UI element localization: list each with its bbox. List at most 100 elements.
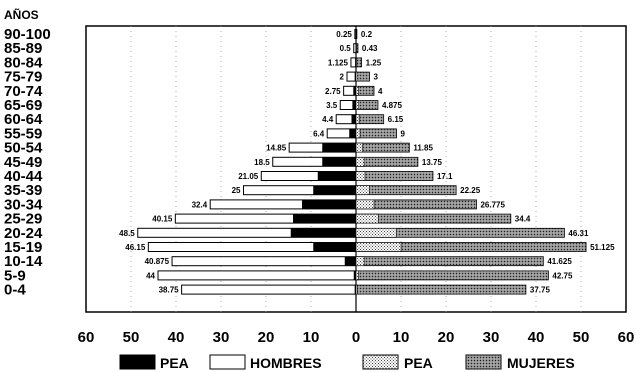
- y-axis-title: AÑOS: [4, 7, 39, 22]
- age-group-labels: 90-10085-8980-8475-7970-7465-6960-6455-5…: [4, 26, 51, 299]
- bar-pea-men: [313, 185, 356, 195]
- bar-pea-women: [355, 57, 358, 68]
- value-label-mujeres: 46.31: [568, 229, 589, 238]
- value-label-mujeres: 3: [374, 73, 379, 82]
- bar-mujeres: [355, 114, 385, 125]
- legend-label-pea-women: PEA: [404, 355, 433, 371]
- bar-pea-men: [349, 128, 356, 138]
- bar-pea-women: [355, 142, 364, 153]
- age-group-label: 40-44: [4, 168, 43, 185]
- bar-mujeres: [355, 171, 434, 181]
- bar-pea-women: [355, 157, 365, 167]
- value-label-mujeres: 9: [401, 129, 406, 138]
- age-group-label: 50-54: [4, 140, 43, 157]
- x-tick-label: 10: [393, 329, 410, 346]
- bar-pea-men: [354, 72, 356, 82]
- legend-label-hombres: HOMBRES: [250, 355, 322, 371]
- bar-pea-men: [351, 114, 356, 124]
- bar-pea-men: [352, 100, 356, 110]
- value-label-hombres: 18.5: [254, 158, 270, 167]
- bar-pea-women: [355, 242, 402, 252]
- age-group-label: 35-39: [4, 182, 42, 199]
- value-label-hombres: 2: [340, 73, 345, 82]
- age-group-label: 60-64: [4, 111, 43, 128]
- value-label-hombres: 0.5: [340, 44, 352, 53]
- value-label-mujeres: 26.775: [480, 200, 505, 209]
- value-label-hombres: 38.75: [159, 286, 180, 295]
- bar-pea-women: [355, 284, 358, 295]
- value-label-mujeres: 17.1: [437, 172, 453, 181]
- bar-mujeres: [355, 128, 397, 139]
- bar-pea-men: [302, 199, 356, 209]
- bar-pea-men: [322, 143, 356, 153]
- legend-item-pea-women: PEA: [362, 354, 433, 371]
- age-group-label: 10-14: [4, 253, 43, 270]
- age-group-label: 90-100: [4, 26, 51, 43]
- bar-mujeres: [355, 156, 419, 167]
- value-label-hombres: 4.4: [322, 115, 334, 124]
- legend-swatch-pea-men: [119, 354, 156, 370]
- value-label-mujeres: 0.43: [362, 44, 378, 53]
- age-group-label: 5-9: [4, 267, 26, 284]
- bar-pea-men: [293, 214, 356, 224]
- bar-mujeres: [355, 142, 410, 153]
- x-tick-label: 50: [123, 329, 140, 346]
- x-tick-label: 10: [303, 329, 320, 346]
- value-label-hombres: 40.15: [152, 215, 173, 224]
- bar-pea-men: [317, 171, 356, 181]
- value-label-mujeres: 13.75: [422, 158, 443, 167]
- bar-pea-men: [290, 228, 356, 238]
- x-tick-label: 20: [438, 329, 455, 346]
- bar-mujeres: [355, 100, 379, 110]
- value-label-mujeres: 4: [378, 87, 383, 96]
- x-tick-label: 30: [213, 329, 230, 346]
- age-group-label: 55-59: [4, 125, 42, 142]
- bar-pea-men: [353, 270, 356, 280]
- bar-mujeres: [355, 284, 527, 295]
- age-group-label: 30-34: [4, 196, 43, 213]
- value-label-hombres: 32.4: [192, 200, 208, 209]
- legend-item-hombres: HOMBRES: [209, 354, 322, 371]
- legend-label-pea-men: PEA: [160, 355, 189, 371]
- x-tick-label: 40: [528, 329, 545, 346]
- age-group-label: 15-19: [4, 239, 42, 256]
- bars: [137, 29, 587, 295]
- bar-pea-men: [354, 285, 356, 295]
- legend: PEA HOMBRES PEA MUJERES: [119, 354, 575, 371]
- bar-mujeres: [355, 185, 457, 196]
- bar-pea-men: [313, 242, 356, 252]
- value-label-hombres: 46.15: [125, 243, 146, 252]
- value-label-hombres: 48.5: [119, 229, 135, 238]
- bar-pea-women: [355, 185, 370, 195]
- bar-mujeres: [355, 256, 544, 267]
- value-label-hombres: 3.5: [326, 101, 338, 110]
- x-tick-label: 40: [168, 329, 185, 346]
- age-group-label: 65-69: [4, 97, 42, 114]
- value-label-hombres: 25: [232, 186, 241, 195]
- bar-pea-women: [355, 270, 359, 281]
- value-label-mujeres: 42.75: [552, 271, 573, 280]
- bar-pea-men: [355, 57, 356, 67]
- bar-pea-men: [322, 157, 356, 167]
- age-group-label: 85-89: [4, 40, 42, 57]
- value-label-mujeres: 22.25: [460, 186, 481, 195]
- age-group-label: 0-4: [4, 282, 26, 299]
- value-label-hombres: 1.125: [328, 58, 349, 67]
- x-tick-label: 50: [573, 329, 590, 346]
- bar-mujeres: [355, 270, 549, 281]
- legend-swatch-mujeres: [465, 354, 502, 370]
- age-group-label: 25-29: [4, 211, 42, 228]
- legend-swatch-pea-women: [362, 354, 399, 370]
- value-label-hombres: 0.25: [336, 30, 352, 39]
- x-tick-label: 60: [78, 329, 95, 346]
- x-tick-label: 60: [618, 329, 635, 346]
- legend-item-pea-men: PEA: [119, 354, 189, 371]
- age-group-label: 70-74: [4, 83, 43, 100]
- bar-pea-women: [355, 171, 366, 181]
- bar-pea-women: [355, 86, 359, 96]
- bar-pea-women: [355, 213, 379, 224]
- bar-pea-women: [355, 114, 360, 124]
- bar-hombres: [171, 256, 357, 267]
- bar-hombres: [181, 284, 357, 295]
- value-label-hombres: 40.875: [145, 257, 170, 266]
